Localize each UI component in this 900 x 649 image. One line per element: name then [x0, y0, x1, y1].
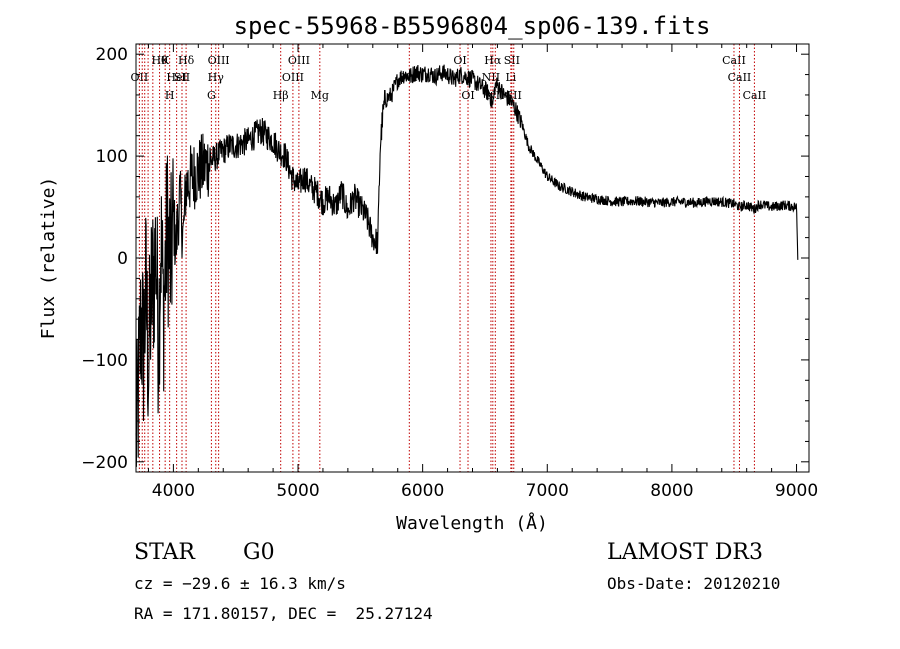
chart-title: spec-55968-B5596804_sp06-139.fits	[234, 12, 711, 40]
spectral-line-label: Hα	[484, 54, 502, 67]
x-axis-label: Wavelength (Å)	[396, 512, 548, 534]
spectral-line-label: CaII	[728, 71, 752, 84]
spectral-line-label: SII	[504, 54, 520, 67]
x-tick-label: 8000	[650, 481, 693, 501]
spectral-line-label: Hδ	[178, 54, 195, 67]
spectral-line-label: K	[161, 54, 170, 67]
survey-name: LAMOST DR3	[607, 540, 763, 565]
x-tick-label: 5000	[276, 481, 319, 501]
x-tick-label: 9000	[775, 481, 818, 501]
spectral-line-label: OI	[461, 89, 474, 102]
y-axis-label: Flux (relative)	[38, 177, 59, 340]
y-tick-label: 0	[117, 249, 128, 269]
redshift-velocity: cz = −29.6 ± 16.3 km/s	[134, 574, 346, 593]
plot-frame	[135, 43, 810, 473]
object-class: STAR	[134, 540, 195, 565]
spectral-line-label: Hβ	[273, 89, 289, 102]
spectral-line-label: NII	[482, 71, 500, 84]
spectral-line-label: OIII	[288, 54, 310, 67]
emission-line-markers: OIIHθKHHeISIIHδGHγOIIIHβOIIIOIIIMgNaOIOI…	[131, 44, 767, 472]
x-tick-label: 4000	[152, 481, 195, 501]
axes: 4000 5000 6000 7000 8000 9000 −200 −100 0 100 200	[81, 44, 818, 501]
observation-date: Obs-Date: 20120210	[607, 574, 781, 593]
spectral-line-label: HeI	[166, 71, 186, 84]
y-tick-label: −100	[81, 351, 128, 371]
y-tick-label: 200	[96, 45, 128, 65]
spectral-line-label: OIII	[208, 54, 230, 67]
y-tick-label: −200	[81, 453, 128, 473]
sky-coordinates: RA = 171.80157, DEC = 25.27124	[134, 604, 433, 623]
spectral-line-label: Hγ	[208, 71, 225, 84]
object-subclass: G0	[243, 540, 275, 565]
spectral-line-label: OI	[453, 54, 466, 67]
spectral-line-label: OII	[131, 71, 149, 84]
spectral-line-label: CaII	[743, 89, 767, 102]
spectral-line-label: Li	[505, 71, 516, 84]
spectral-line-label: Mg	[311, 89, 329, 102]
x-tick-label: 7000	[526, 481, 569, 501]
flux-series-line	[135, 64, 799, 467]
spectral-line-label: G	[207, 89, 216, 102]
x-tick-label: 6000	[401, 481, 444, 501]
spectral-line-label: Hθ	[151, 54, 168, 67]
spectral-line-label: SII	[174, 71, 190, 84]
spectral-line-label: OIII	[282, 71, 304, 84]
spectral-line-label: CaII	[722, 54, 746, 67]
y-tick-label: 100	[96, 147, 128, 167]
spectral-line-label: H	[165, 89, 175, 102]
